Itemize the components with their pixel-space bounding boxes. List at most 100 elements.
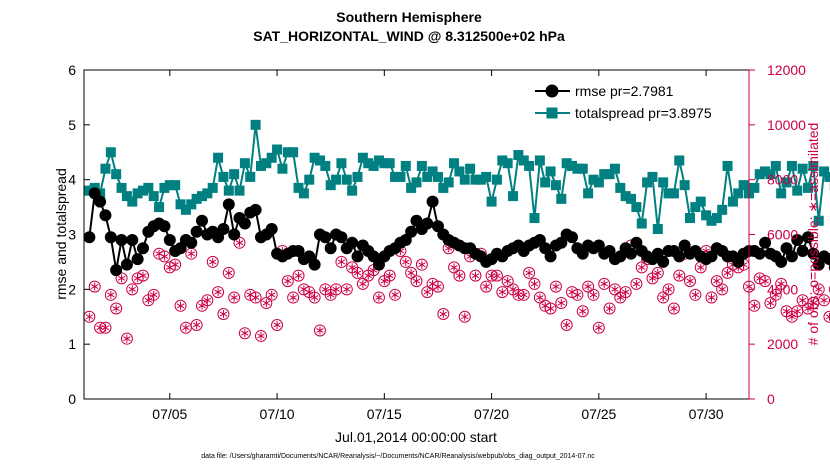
totalspread-point (652, 224, 663, 235)
assimilated-point (595, 323, 603, 332)
assimilated-point (133, 274, 142, 283)
totalspread-point (733, 188, 744, 199)
assimilated-point (375, 293, 383, 302)
totalspread-point (760, 166, 771, 177)
possible-point (657, 291, 670, 304)
totalspread-point (143, 182, 154, 193)
totalspread-point (363, 158, 374, 169)
totalspread-point (411, 177, 422, 188)
totalspread-point (207, 182, 218, 193)
totalspread-point (545, 166, 556, 177)
totalspread-point (432, 171, 443, 182)
totalspread-point (583, 188, 594, 199)
totalspread-point (717, 204, 728, 215)
assimilated-point (686, 277, 694, 286)
rmse-point (405, 225, 418, 238)
assimilated-point (251, 293, 260, 302)
rmse-point (110, 264, 123, 277)
assimilated-point (498, 288, 507, 297)
assimilated-point (123, 334, 131, 343)
possible-point (775, 277, 788, 290)
totalspread-point (797, 163, 808, 174)
assimilated-point (621, 288, 630, 297)
possible-point (598, 277, 611, 290)
rmse-point (346, 236, 359, 249)
assimilated-point (337, 257, 346, 266)
assimilated-point (809, 299, 818, 308)
totalspread-point (320, 160, 331, 171)
assimilated-point (96, 323, 104, 332)
y-axis-label-left: rmse and totalspread (53, 168, 69, 300)
totalspread-point (239, 158, 250, 169)
possible-point (823, 310, 830, 323)
possible-point (619, 286, 632, 299)
assimilated-point (198, 301, 206, 310)
totalspread-point (293, 182, 304, 193)
possible-point (592, 321, 605, 334)
rmse-point (673, 250, 686, 263)
totalspread-point (449, 158, 460, 169)
assimilated-point (267, 290, 276, 299)
assimilated-point (707, 293, 716, 302)
y-tick-label-left: 3 (68, 227, 76, 243)
totalspread-point (706, 215, 717, 226)
assimilated-point (798, 296, 807, 305)
rmse-point (94, 195, 107, 208)
totalspread-point (502, 158, 513, 169)
assimilated-point (579, 307, 587, 316)
possible-point (340, 283, 353, 296)
totalspread-point (776, 188, 787, 199)
assimilated-point (557, 299, 566, 308)
assimilated-point (713, 277, 721, 286)
totalspread-point (679, 180, 690, 191)
assimilated-point (262, 299, 271, 308)
totalspread-point (186, 199, 197, 210)
assimilated-point (541, 301, 549, 310)
totalspread-point (164, 180, 175, 191)
assimilated-point (659, 293, 667, 302)
possible-point (764, 297, 777, 310)
totalspread-point (390, 171, 401, 182)
rmse-point (126, 233, 139, 246)
totalspread-point (481, 171, 492, 182)
legend-rmse-label: rmse pr=2.7981 (575, 83, 674, 99)
totalspread-point (282, 147, 293, 158)
x-axis-label: Jul.01,2014 00:00:00 start (335, 429, 497, 445)
totalspread-point (266, 152, 277, 163)
assimilated-point (171, 260, 179, 269)
assimilated-point (310, 293, 319, 302)
assimilated-point (439, 310, 448, 319)
totalspread-point (808, 160, 819, 171)
totalspread-point (588, 174, 599, 185)
totalspread-point (534, 155, 545, 166)
possible-point (389, 288, 402, 301)
assimilated-point (605, 304, 614, 313)
rmse-point (759, 236, 772, 249)
totalspread-point (250, 119, 261, 130)
possible-point (292, 269, 305, 282)
totalspread-point (379, 158, 390, 169)
assimilated-point (208, 257, 217, 266)
assimilated-point (407, 268, 415, 277)
possible-point (287, 291, 300, 304)
assimilated-point (91, 282, 99, 291)
assimilated-point (246, 290, 254, 299)
totalspread-point (786, 160, 797, 171)
assimilated-point (670, 304, 678, 313)
assimilated-point (552, 282, 560, 291)
totalspread-point (642, 177, 653, 188)
y-tick-label-right: 12000 (767, 62, 806, 78)
assimilated-point (487, 271, 496, 280)
possible-point (126, 283, 139, 296)
totalspread-point (765, 169, 776, 180)
totalspread-point (685, 213, 696, 224)
assimilated-point (273, 320, 281, 329)
totalspread-point (749, 182, 760, 193)
assimilated-point (530, 279, 539, 288)
rmse-point (335, 231, 348, 244)
totalspread-point (304, 174, 315, 185)
assimilated-point (820, 296, 828, 305)
y-tick-label-left: 1 (68, 336, 76, 352)
totalspread-point (631, 202, 642, 213)
totalspread-point (180, 204, 191, 215)
